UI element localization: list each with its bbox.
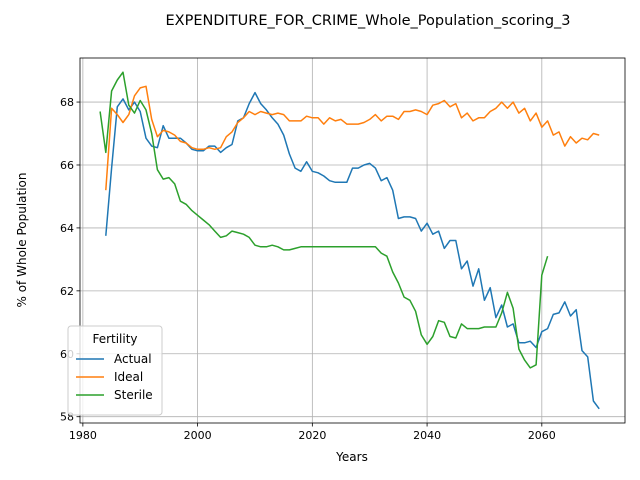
- y-tick-label: 68: [60, 96, 74, 109]
- legend-label-sterile: Sterile: [114, 388, 153, 402]
- series-line-ideal: [105, 85, 600, 191]
- grid: [80, 58, 625, 423]
- x-tick-label: 2060: [528, 429, 556, 442]
- y-axis-title: % of Whole Population: [15, 173, 29, 308]
- legend-title: Fertility: [92, 332, 137, 346]
- x-tick-label: 2000: [184, 429, 212, 442]
- series-line-sterile: [99, 71, 549, 369]
- y-tick-label: 66: [60, 159, 74, 172]
- plot-frame: [79, 57, 626, 424]
- x-tick-label: 1980: [69, 429, 97, 442]
- series-lines: [99, 71, 600, 410]
- y-tick-label: 64: [60, 222, 74, 235]
- x-tick-label: 2040: [413, 429, 441, 442]
- legend: Fertility Actual Ideal Sterile: [67, 325, 163, 416]
- chart-title: EXPENDITURE_FOR_CRIME_Whole_Population_s…: [165, 13, 570, 29]
- y-tick-label: 62: [60, 285, 74, 298]
- x-axis-title: Years: [335, 450, 368, 464]
- x-tick-label: 2020: [298, 429, 326, 442]
- legend-label-ideal: Ideal: [114, 370, 143, 384]
- legend-label-actual: Actual: [114, 352, 152, 366]
- legend-box: [67, 325, 163, 416]
